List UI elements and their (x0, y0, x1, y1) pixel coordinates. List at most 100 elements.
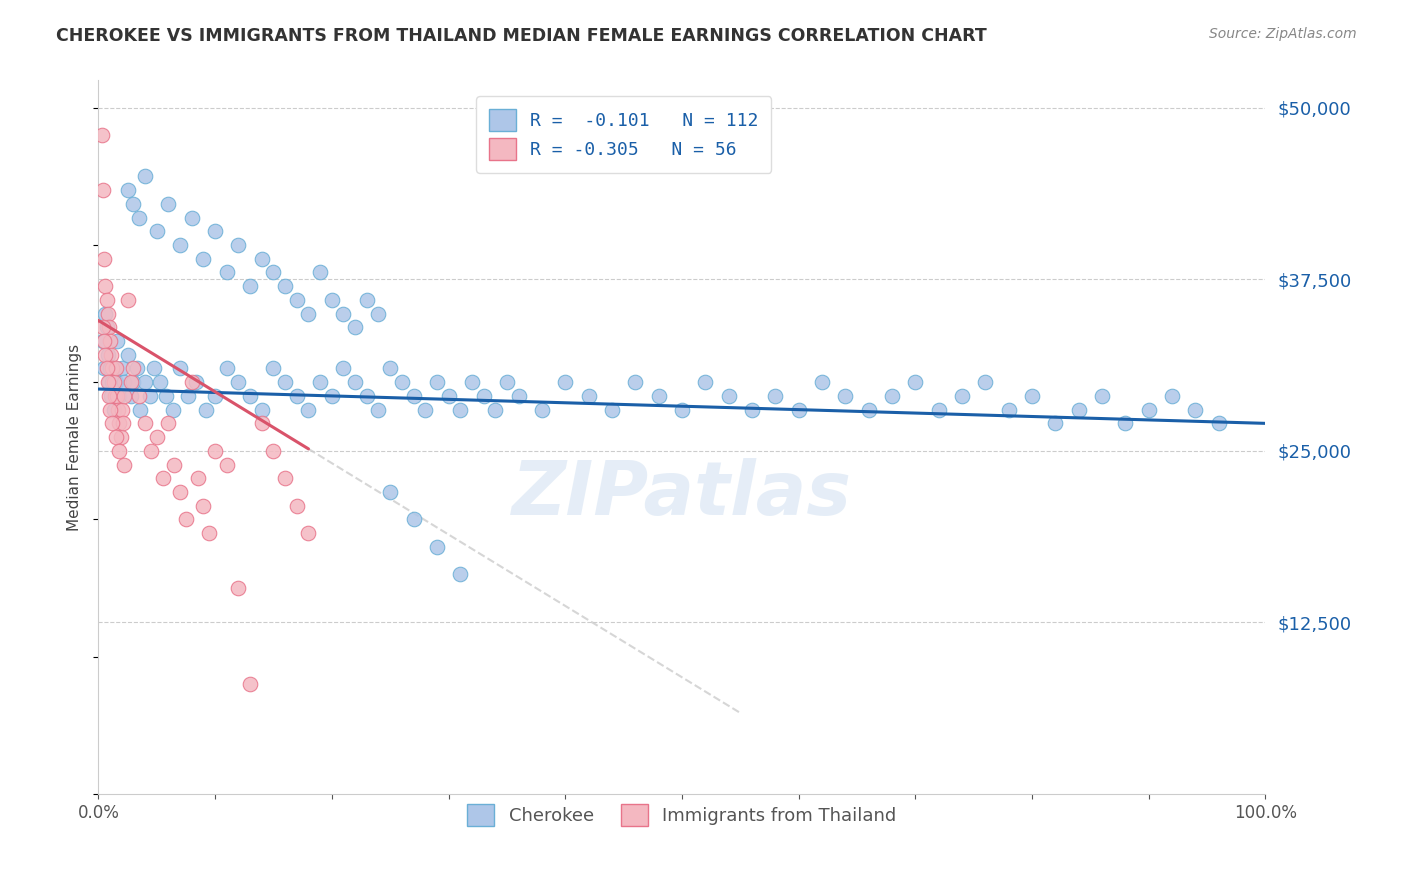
Point (112, 375, 135, 389)
Point (472, 389, 495, 403)
Point (96, 293, 118, 307)
Point (239, 677, 262, 691)
Point (111, 417, 134, 431)
Point (461, 375, 484, 389)
Point (180, 211, 202, 225)
Point (811, 375, 834, 389)
Point (180, 375, 202, 389)
Point (834, 389, 856, 403)
Point (149, 375, 172, 389)
Point (508, 389, 530, 403)
Point (108, 417, 131, 431)
Point (143, 361, 166, 376)
Point (332, 361, 354, 376)
Point (1184, 402, 1206, 417)
Point (157, 196, 180, 211)
Point (624, 375, 647, 389)
Point (97, 348, 120, 362)
Point (120, 389, 142, 403)
Point (97, 320, 120, 334)
Point (105, 334, 128, 348)
Point (112, 389, 135, 403)
Point (163, 458, 186, 472)
Point (449, 402, 471, 417)
Point (262, 443, 284, 458)
Point (204, 443, 226, 458)
Point (129, 402, 152, 417)
Point (128, 389, 150, 403)
Point (204, 389, 226, 403)
Point (97, 307, 120, 321)
Point (103, 375, 125, 389)
Point (904, 375, 927, 389)
Point (1091, 389, 1114, 403)
Point (262, 265, 284, 279)
Point (321, 293, 343, 307)
Point (297, 402, 319, 417)
Text: Source: ZipAtlas.com: Source: ZipAtlas.com (1209, 27, 1357, 41)
Point (120, 375, 142, 389)
Point (496, 375, 519, 389)
Point (111, 402, 134, 417)
Point (402, 389, 425, 403)
Point (104, 361, 127, 376)
Point (413, 402, 436, 417)
Point (426, 375, 449, 389)
Point (122, 361, 145, 376)
Point (97, 375, 120, 389)
Point (380, 485, 402, 500)
Point (321, 389, 343, 403)
Point (186, 375, 208, 389)
Point (928, 402, 950, 417)
Point (117, 293, 139, 307)
Point (169, 485, 191, 500)
Point (262, 361, 284, 376)
Point (215, 361, 238, 376)
Point (97, 389, 120, 403)
Point (152, 471, 174, 485)
Point (101, 361, 124, 376)
Point (107, 402, 129, 417)
Point (169, 361, 191, 376)
Point (91, 183, 114, 197)
Point (215, 458, 238, 472)
Point (671, 402, 693, 417)
Point (297, 307, 319, 321)
Point (157, 417, 180, 431)
Point (554, 375, 576, 389)
Point (134, 417, 156, 431)
Point (215, 265, 238, 279)
Point (146, 430, 169, 444)
Point (93, 334, 115, 348)
Point (250, 252, 273, 266)
Point (100, 348, 122, 362)
Point (108, 389, 131, 403)
Point (1208, 417, 1230, 431)
Point (391, 375, 413, 389)
Point (162, 402, 184, 417)
Point (100, 389, 122, 403)
Point (437, 389, 460, 403)
Point (96, 361, 118, 376)
Y-axis label: Median Female Earnings: Median Female Earnings (67, 343, 83, 531)
Point (104, 389, 127, 403)
Point (122, 196, 145, 211)
Point (98, 402, 121, 417)
Point (96, 320, 118, 334)
Point (285, 293, 308, 307)
Point (1067, 402, 1090, 417)
Point (297, 526, 319, 541)
Point (228, 581, 250, 595)
Point (134, 169, 156, 184)
Point (367, 402, 389, 417)
Point (194, 402, 217, 417)
Point (285, 499, 308, 513)
Point (122, 375, 145, 389)
Point (111, 361, 134, 376)
Point (117, 183, 139, 197)
Point (139, 443, 162, 458)
Point (402, 512, 425, 526)
Point (285, 389, 308, 403)
Text: CHEROKEE VS IMMIGRANTS FROM THAILAND MEDIAN FEMALE EARNINGS CORRELATION CHART: CHEROKEE VS IMMIGRANTS FROM THAILAND MED… (56, 27, 987, 45)
Point (858, 402, 880, 417)
